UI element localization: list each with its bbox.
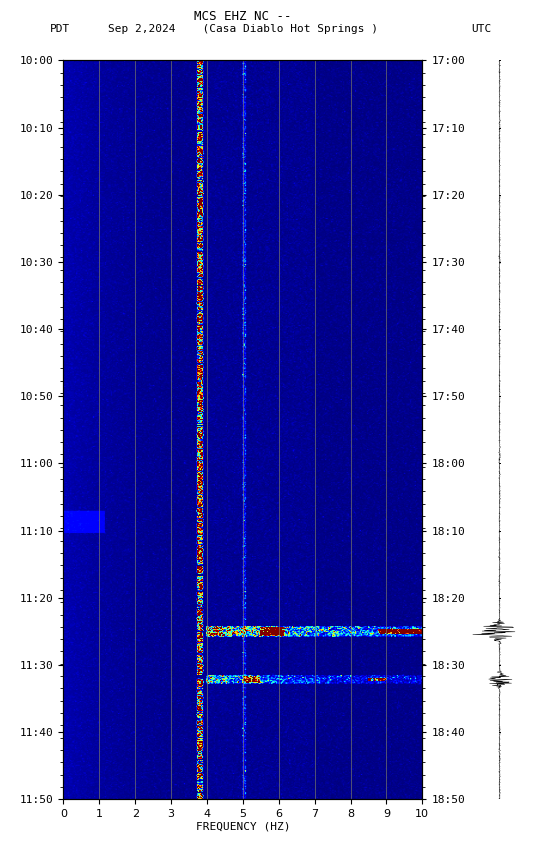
- Text: PDT: PDT: [50, 24, 70, 35]
- X-axis label: FREQUENCY (HZ): FREQUENCY (HZ): [195, 822, 290, 832]
- Text: UTC: UTC: [471, 24, 491, 35]
- Text: Sep 2,2024    (Casa Diablo Hot Springs ): Sep 2,2024 (Casa Diablo Hot Springs ): [108, 24, 378, 35]
- Text: MCS EHZ NC --: MCS EHZ NC --: [194, 10, 291, 23]
